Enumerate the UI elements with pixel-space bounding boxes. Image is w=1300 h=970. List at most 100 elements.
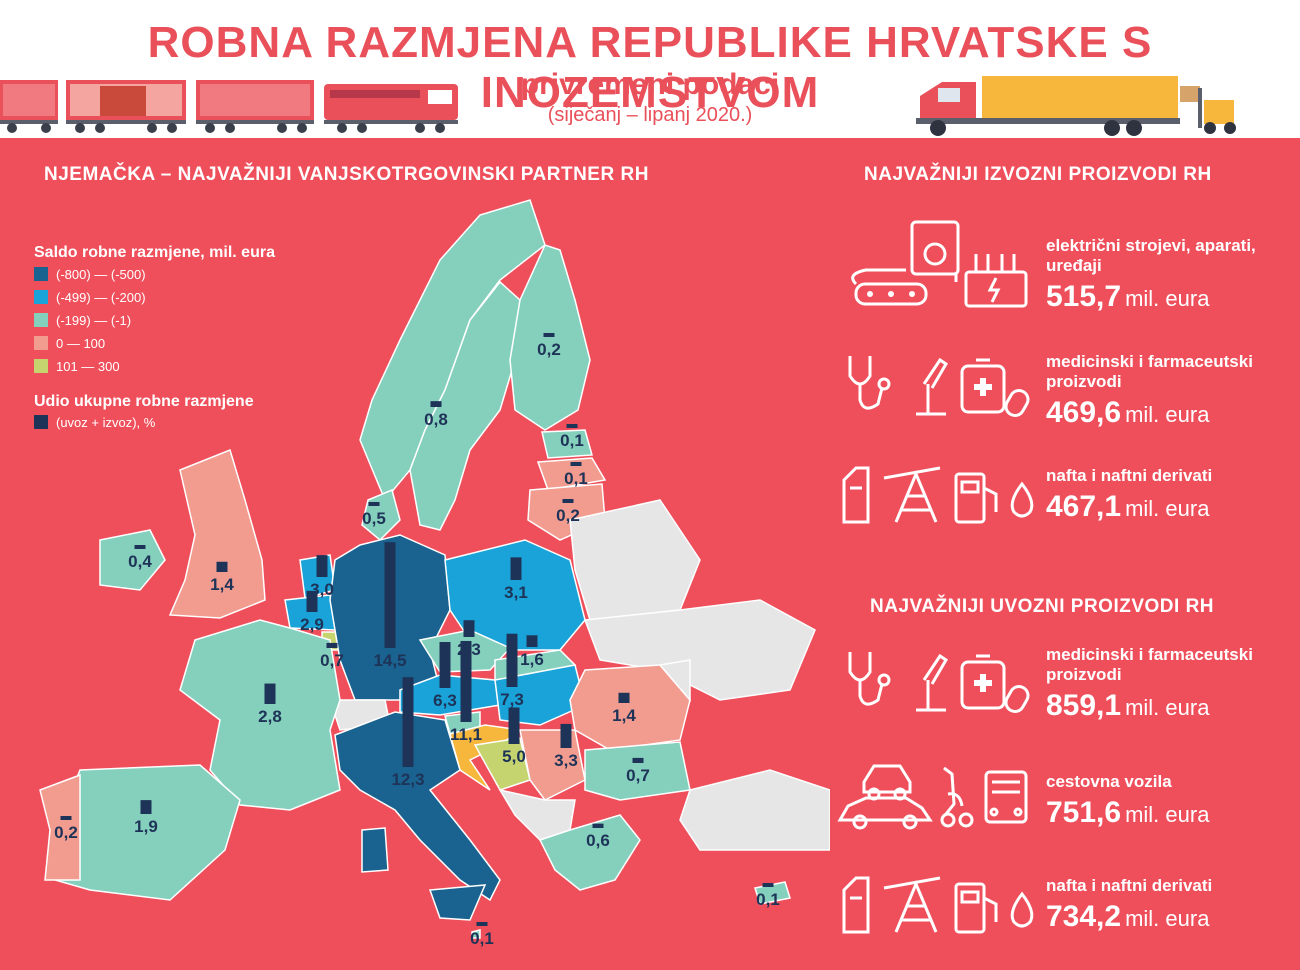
share-label-luxembourg: 0,7 xyxy=(320,651,344,670)
country-bulgaria xyxy=(584,741,691,801)
legend-saldo-label: (-499) — (-200) xyxy=(56,289,146,305)
legend-saldo-label: (-199) — (-1) xyxy=(56,312,132,328)
island-cyprus xyxy=(754,881,791,905)
share-bar-italy xyxy=(402,677,414,767)
legend-udio-label: (uvoz + izvoz), % xyxy=(56,414,156,430)
share-label-bosnia-and-herzegovina: 5,0 xyxy=(502,747,526,766)
share-bar-poland xyxy=(510,557,522,580)
legend-udio-swatch xyxy=(34,415,48,429)
legend-saldo-item: (-499) — (-200) xyxy=(34,289,146,305)
train-wagon-3-icon xyxy=(196,80,314,133)
export-item-1-unit: mil. eura xyxy=(1125,286,1210,311)
legend-saldo-swatch xyxy=(34,359,48,373)
export-item-1: električni strojevi, aparati, uređaji 51… xyxy=(1046,236,1296,314)
export-item-2-value: 469,6 mil. eura xyxy=(1046,396,1296,430)
import-item-1-name: medicinski i farmaceutski proizvodi xyxy=(1046,645,1253,684)
export-item-1-number: 515,7 xyxy=(1046,280,1122,313)
legend-saldo-label: (-800) — (-500) xyxy=(56,266,146,282)
legend-saldo-item: 0 — 100 xyxy=(34,335,105,351)
import-item-2-number: 751,6 xyxy=(1046,796,1122,829)
share-bar-czech-republic xyxy=(463,620,475,637)
export-item-3-number: 467,1 xyxy=(1046,490,1122,523)
country-moldova xyxy=(658,659,691,703)
country-turkey xyxy=(679,769,830,851)
island-sardinia xyxy=(361,827,389,873)
share-label-greece: 0,6 xyxy=(586,831,610,850)
share-bar-romania xyxy=(618,692,630,703)
export-item-3-name: nafta i naftni derivati xyxy=(1046,466,1213,485)
import-item-3-number: 734,2 xyxy=(1046,900,1122,933)
forklift-icon xyxy=(1180,86,1236,134)
export-item-3: nafta i naftni derivati 467,1 mil. eura xyxy=(1046,466,1296,524)
truck-icon xyxy=(916,76,1180,136)
country-belarus xyxy=(569,499,701,621)
export-item-3-value: 467,1 mil. eura xyxy=(1046,490,1296,524)
share-label-hungary: 7,3 xyxy=(500,690,524,709)
share-bar-slovakia xyxy=(526,635,538,647)
page-subtitle: privremeni podaci xyxy=(520,68,780,101)
share-bar-slovenia xyxy=(460,640,472,722)
train-wagon-1-icon xyxy=(0,80,58,133)
share-bar-latvia xyxy=(570,462,582,466)
map-section-title: NJEMAČKA – NAJVAŽNIJI VANJSKOTRGOVINSKI … xyxy=(44,164,649,185)
legend-saldo-label: 101 — 300 xyxy=(56,358,120,374)
island-malta xyxy=(471,929,481,939)
share-bar-hungary xyxy=(506,633,518,687)
export-item-1-name: električni strojevi, aparati, uređaji xyxy=(1046,236,1256,275)
import-item-3-unit: mil. eura xyxy=(1125,906,1210,931)
export-item-2: medicinski i farmaceutski proizvodi 469,… xyxy=(1046,352,1296,430)
oil-icon xyxy=(842,876,1034,934)
share-marks: 14,512,311,17,36,35,0 3,33,13,02,92,82,31… xyxy=(54,333,780,948)
import-item-1-number: 859,1 xyxy=(1046,689,1122,722)
share-label-slovakia: 1,6 xyxy=(520,650,544,669)
europe-map: 14,512,311,17,36,35,0 3,33,13,02,92,82,31… xyxy=(39,199,830,948)
share-label-sweden: 0,8 xyxy=(424,410,448,429)
exports-title: NAJVAŽNIJI IZVOZNI PROIZVODI RH xyxy=(864,164,1212,185)
legend-saldo-item: 101 — 300 xyxy=(34,358,120,374)
import-item-2-value: 751,6 mil. eura xyxy=(1046,796,1296,830)
share-label-united-kingdom: 1,4 xyxy=(210,575,234,594)
share-bar-netherlands xyxy=(316,555,328,577)
export-item-2-number: 469,6 xyxy=(1046,396,1122,429)
export-item-1-value: 515,7 mil. eura xyxy=(1046,280,1296,314)
oil-icon xyxy=(842,466,1034,524)
share-label-denmark: 0,5 xyxy=(362,509,386,528)
share-label-romania: 1,4 xyxy=(612,706,636,725)
share-label-serbia: 3,3 xyxy=(554,751,578,770)
share-bar-malta xyxy=(476,922,488,926)
share-bar-belgium xyxy=(306,590,318,612)
share-bar-portugal xyxy=(60,816,72,820)
country-shapes xyxy=(39,199,830,939)
country-portugal xyxy=(39,773,81,881)
import-item-3-value: 734,2 mil. eura xyxy=(1046,900,1296,934)
share-label-slovenia: 11,1 xyxy=(450,725,482,744)
share-label-bulgaria: 0,7 xyxy=(626,766,650,785)
import-item-2-unit: mil. eura xyxy=(1125,802,1210,827)
share-bar-sweden xyxy=(430,401,442,407)
legend-saldo-swatch xyxy=(34,267,48,281)
country-estonia xyxy=(541,429,593,459)
legend-udio-item: (uvoz + izvoz), % xyxy=(34,414,155,430)
share-bar-spain xyxy=(140,800,152,814)
share-bar-finland xyxy=(543,333,555,337)
legend-udio-title: Udio ukupne robne razmjene xyxy=(34,393,254,410)
share-bar-denmark xyxy=(368,502,380,506)
import-item-1-unit: mil. eura xyxy=(1125,695,1210,720)
medical-icon xyxy=(848,652,1030,713)
share-label-germany: 14,5 xyxy=(373,651,406,670)
share-bar-serbia xyxy=(560,723,572,748)
import-item-2-name: cestovna vozila xyxy=(1046,772,1172,791)
share-label-finland: 0,2 xyxy=(537,340,561,359)
share-label-estonia: 0,1 xyxy=(560,431,584,450)
legend-saldo-swatch xyxy=(34,313,48,327)
locomotive-icon xyxy=(324,84,458,133)
share-label-malta: 0,1 xyxy=(470,929,494,948)
page-period: (siječanj – lipanj 2020.) xyxy=(547,104,753,126)
truck-illustration xyxy=(916,76,1236,136)
share-bar-estonia xyxy=(566,424,578,428)
share-label-czech-republic: 2,3 xyxy=(457,640,481,659)
legend-saldo-label: 0 — 100 xyxy=(56,335,106,351)
share-label-portugal: 0,2 xyxy=(54,823,78,842)
share-bar-united-kingdom xyxy=(216,561,228,572)
share-bar-bosnia-and-herzegovina xyxy=(508,707,520,744)
